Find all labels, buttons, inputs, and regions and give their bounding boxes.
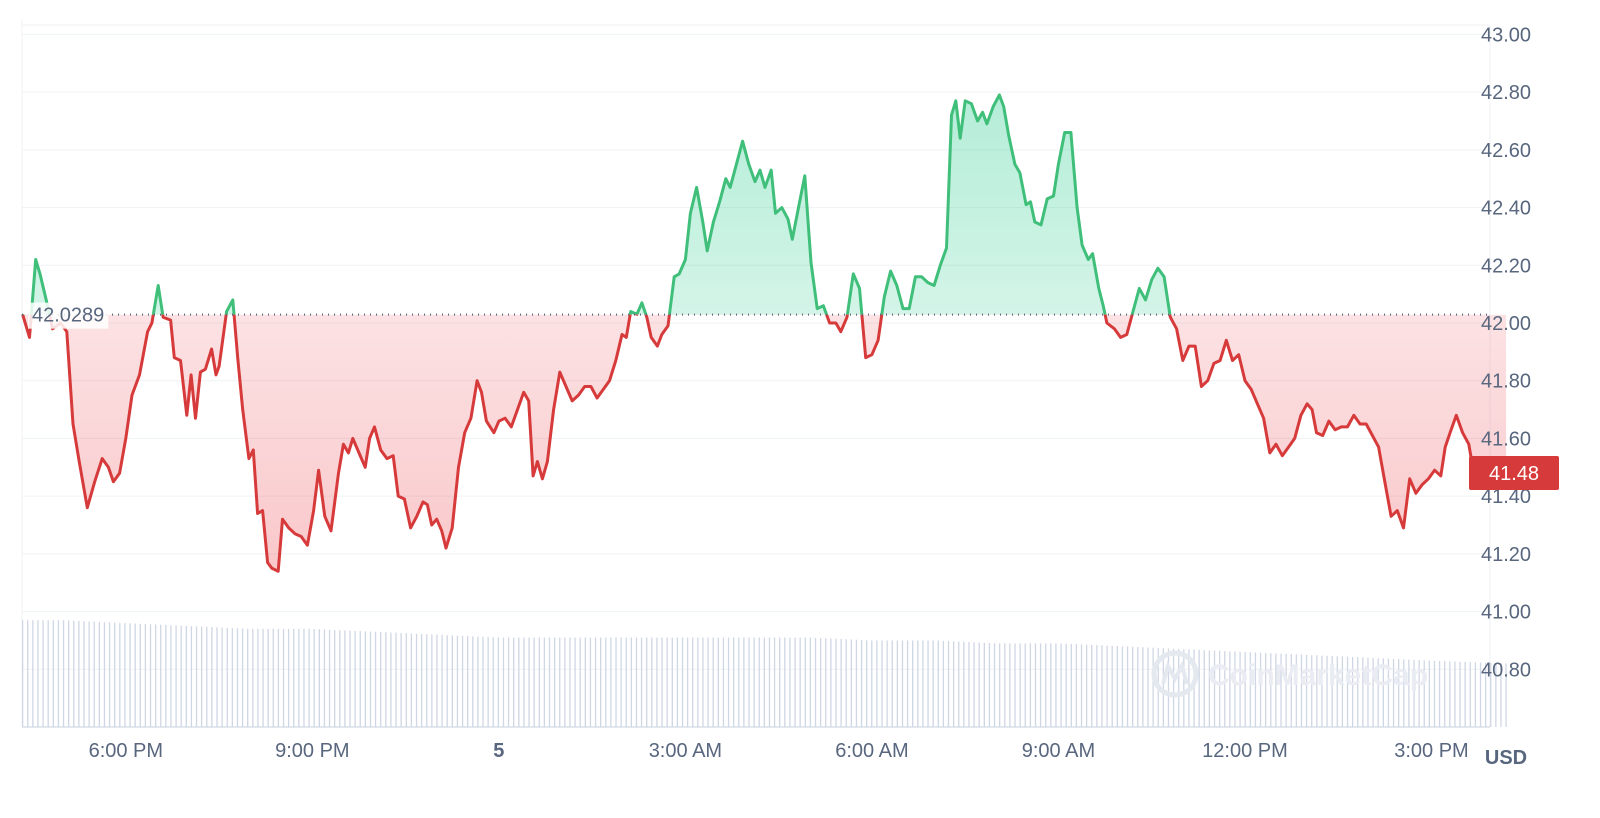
price-line-down bbox=[21, 314, 1508, 573]
y-tick-label: 40.80 bbox=[1481, 659, 1531, 681]
y-tick-label: 42.80 bbox=[1481, 82, 1531, 104]
x-tick-label: 6:00 PM bbox=[89, 740, 163, 762]
x-tick-label: 5 bbox=[493, 740, 504, 762]
last-price-badge: 41.48 bbox=[1469, 456, 1559, 491]
x-tick-label: 3:00 AM bbox=[649, 740, 722, 762]
x-tick-label: 3:00 PM bbox=[1394, 740, 1468, 762]
y-tick-label: 41.40 bbox=[1481, 486, 1531, 508]
y-tick-label: 41.20 bbox=[1481, 544, 1531, 566]
price-line bbox=[21, 93, 1508, 573]
price-area-down bbox=[22, 314, 1507, 572]
x-tick-label: 6:00 AM bbox=[835, 740, 908, 762]
y-tick-label: 43.00 bbox=[1481, 24, 1531, 46]
x-tick-label: 9:00 PM bbox=[275, 740, 349, 762]
last-price-label: 41.48 bbox=[1489, 463, 1539, 485]
price-area-up bbox=[22, 95, 1170, 315]
y-tick-label: 42.20 bbox=[1481, 255, 1531, 277]
y-tick-label: 41.00 bbox=[1481, 602, 1531, 624]
y-tick-label: 42.60 bbox=[1481, 140, 1531, 162]
y-tick-label: 41.80 bbox=[1481, 371, 1531, 393]
x-tick-label: 9:00 AM bbox=[1022, 740, 1095, 762]
volume-bars bbox=[21, 620, 1507, 727]
reference-price-label: 42.0289 bbox=[32, 305, 104, 327]
watermark: CoinMarketCap bbox=[1151, 650, 1428, 698]
coinmarketcap-logo-icon bbox=[1151, 650, 1199, 698]
y-tick-label: 41.60 bbox=[1481, 428, 1531, 450]
reference-label-background bbox=[28, 302, 109, 329]
price-line-up bbox=[21, 93, 1172, 315]
y-tick-label: 42.40 bbox=[1481, 198, 1531, 220]
currency-label: USD bbox=[1485, 747, 1527, 769]
x-axis: 6:00 PM 9:00 PM 5 3:00 AM 6:00 AM 9:00 AM 12:0… bbox=[89, 740, 1469, 762]
y-tick-label: 42.00 bbox=[1481, 313, 1531, 335]
watermark-text: CoinMarketCap bbox=[1208, 659, 1428, 692]
price-area bbox=[22, 95, 1507, 572]
x-tick-label: 12:00 PM bbox=[1202, 740, 1288, 762]
y-axis: 43.00 42.80 42.60 42.40 42.20 42.00 41.80 41.60… bbox=[1481, 24, 1531, 681]
